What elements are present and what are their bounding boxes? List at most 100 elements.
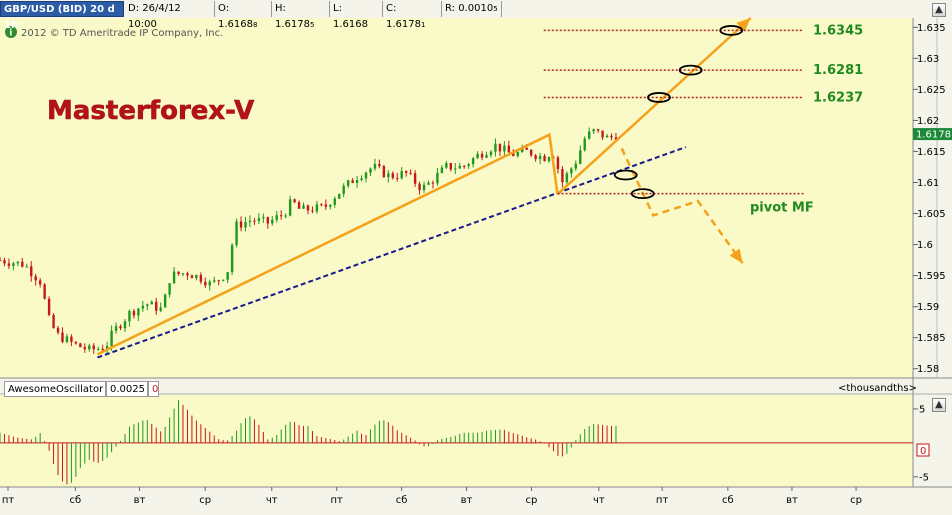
candle-body bbox=[177, 271, 180, 275]
candle-body bbox=[239, 221, 243, 228]
candle-body bbox=[150, 301, 153, 305]
candle-body bbox=[146, 304, 149, 306]
candle-body bbox=[25, 266, 28, 268]
candle-body bbox=[565, 173, 569, 183]
oscillator-panel[interactable] bbox=[0, 394, 913, 487]
x-tick-label: пт bbox=[656, 495, 669, 506]
candle-body bbox=[34, 276, 37, 281]
candle-body bbox=[538, 155, 542, 159]
candle-body bbox=[0, 260, 2, 262]
candle-body bbox=[3, 260, 6, 264]
oscillator-tick-label: -5 bbox=[919, 472, 929, 483]
candle-body bbox=[342, 185, 345, 194]
price-panel[interactable] bbox=[0, 18, 913, 378]
level-label: 1.6345 bbox=[813, 23, 863, 38]
price-tick-label: 1.605 bbox=[917, 209, 946, 220]
price-tick-label: 1.58 bbox=[917, 364, 939, 375]
candle-body bbox=[601, 130, 604, 138]
candle-body bbox=[391, 173, 394, 178]
candle-body bbox=[382, 166, 386, 178]
x-tick-label: ср bbox=[199, 495, 211, 506]
oscillator-zero-box: 0 bbox=[148, 381, 159, 397]
copyright-text: 2012 © TD Ameritrade IP Company, Inc. bbox=[21, 28, 223, 39]
candle-body bbox=[579, 150, 582, 164]
candle-body bbox=[355, 179, 359, 184]
candle-body bbox=[387, 173, 390, 178]
candle-body bbox=[476, 153, 479, 159]
candle-body bbox=[556, 157, 560, 169]
marker-ellipse bbox=[719, 25, 744, 36]
candle-body bbox=[605, 135, 609, 138]
candle-body bbox=[418, 183, 421, 191]
level-label: 1.6237 bbox=[813, 90, 863, 105]
candle-body bbox=[101, 348, 104, 351]
candle-body bbox=[311, 210, 314, 212]
candle-body bbox=[498, 143, 502, 152]
candle-body bbox=[137, 308, 140, 316]
low-field: L: 1.6168 bbox=[330, 1, 383, 30]
candle-body bbox=[123, 321, 127, 329]
candle-body bbox=[284, 215, 287, 217]
x-tick-label: пт bbox=[330, 495, 343, 506]
price-tick-label: 1.615 bbox=[917, 147, 946, 158]
candle-body bbox=[88, 345, 91, 350]
price-tick-label: 1.62 bbox=[917, 116, 939, 127]
svg-text:1.6178: 1.6178 bbox=[916, 130, 951, 141]
candle-body bbox=[592, 129, 595, 132]
candle-body bbox=[190, 275, 194, 279]
candle-body bbox=[235, 221, 238, 246]
oscillator-collapse-icon[interactable]: ▲ bbox=[932, 398, 946, 412]
candle-body bbox=[181, 273, 185, 275]
candle-body bbox=[409, 172, 412, 174]
oscillator-zero-tag: 0 bbox=[916, 443, 930, 457]
level-label: pivot MF bbox=[750, 201, 814, 216]
candle-body bbox=[463, 165, 466, 167]
price-tick-label: 1.59 bbox=[917, 302, 939, 313]
candle-body bbox=[168, 283, 171, 295]
symbol-label[interactable]: GBP/USD (BID) 20 d 1h bbox=[0, 1, 124, 31]
candle-body bbox=[43, 284, 46, 299]
candle-body bbox=[302, 205, 305, 209]
candle-body bbox=[12, 263, 15, 266]
candle-body bbox=[288, 199, 292, 216]
candle-body bbox=[70, 336, 73, 342]
x-tick-label: ср bbox=[850, 495, 862, 506]
candle-body bbox=[315, 204, 319, 212]
candle-body bbox=[293, 199, 296, 203]
candle-body bbox=[614, 137, 618, 140]
candle-body bbox=[275, 215, 278, 220]
candle-body bbox=[521, 147, 524, 153]
candle-body bbox=[204, 281, 207, 286]
candle-body bbox=[373, 164, 377, 169]
oscillator-name[interactable]: AwesomeOscillator bbox=[4, 381, 106, 397]
candle-body bbox=[47, 298, 51, 315]
candle-body bbox=[257, 218, 261, 222]
candle-body bbox=[404, 171, 408, 173]
candle-body bbox=[333, 198, 336, 205]
x-tick-label: вт bbox=[461, 495, 473, 506]
candle-body bbox=[155, 301, 158, 311]
x-tick-label: чт bbox=[593, 495, 605, 506]
marker-ellipse bbox=[678, 64, 703, 76]
candle-body bbox=[266, 217, 270, 224]
trendline-forecast-up bbox=[556, 17, 752, 196]
candle-body bbox=[458, 165, 461, 169]
candle-body bbox=[583, 138, 586, 151]
collapse-icon[interactable]: ▲ bbox=[932, 3, 946, 17]
candle-body bbox=[114, 326, 118, 331]
candle-body bbox=[338, 193, 341, 199]
candle-body bbox=[489, 151, 493, 156]
x-tick-label: вт bbox=[134, 495, 146, 506]
level-label: 1.6281 bbox=[813, 63, 863, 78]
marker-ellipse bbox=[630, 188, 655, 200]
candle-body bbox=[253, 220, 256, 222]
candle-body bbox=[413, 173, 417, 184]
candle-body bbox=[30, 266, 33, 277]
trendline-forecast-down bbox=[620, 147, 744, 264]
trendline-support bbox=[97, 146, 687, 359]
price-tick-label: 1.625 bbox=[917, 85, 946, 96]
x-tick-label: сб bbox=[70, 495, 82, 506]
candle-body bbox=[516, 152, 519, 157]
info-icon[interactable] bbox=[5, 26, 17, 38]
open-field: O: 1.61688 bbox=[215, 1, 272, 30]
